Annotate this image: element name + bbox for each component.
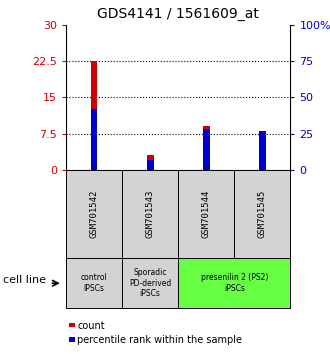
Bar — [66, 258, 122, 308]
Text: presenilin 2 (PS2)
iPSCs: presenilin 2 (PS2) iPSCs — [201, 274, 268, 293]
Bar — [122, 258, 178, 308]
Text: GSM701544: GSM701544 — [202, 190, 211, 238]
Text: GSM701543: GSM701543 — [146, 190, 155, 238]
Text: count: count — [77, 321, 105, 331]
Bar — [178, 258, 290, 308]
Bar — [147, 160, 153, 170]
Bar — [122, 170, 178, 258]
Text: percentile rank within the sample: percentile rank within the sample — [77, 335, 242, 345]
Bar — [147, 155, 153, 170]
Bar — [259, 131, 266, 170]
Bar — [91, 109, 97, 170]
Title: GDS4141 / 1561609_at: GDS4141 / 1561609_at — [97, 7, 259, 21]
Bar — [91, 61, 97, 170]
Text: Sporadic
PD-derived
iPSCs: Sporadic PD-derived iPSCs — [129, 268, 171, 298]
Text: GSM701545: GSM701545 — [258, 190, 267, 238]
Bar — [234, 170, 290, 258]
Text: GSM701542: GSM701542 — [89, 190, 99, 238]
Bar — [178, 170, 234, 258]
Bar — [203, 129, 210, 170]
Text: control
IPSCs: control IPSCs — [81, 274, 108, 293]
Text: cell line: cell line — [3, 275, 46, 285]
Bar — [203, 126, 210, 170]
Bar — [66, 170, 122, 258]
Bar — [259, 133, 266, 170]
